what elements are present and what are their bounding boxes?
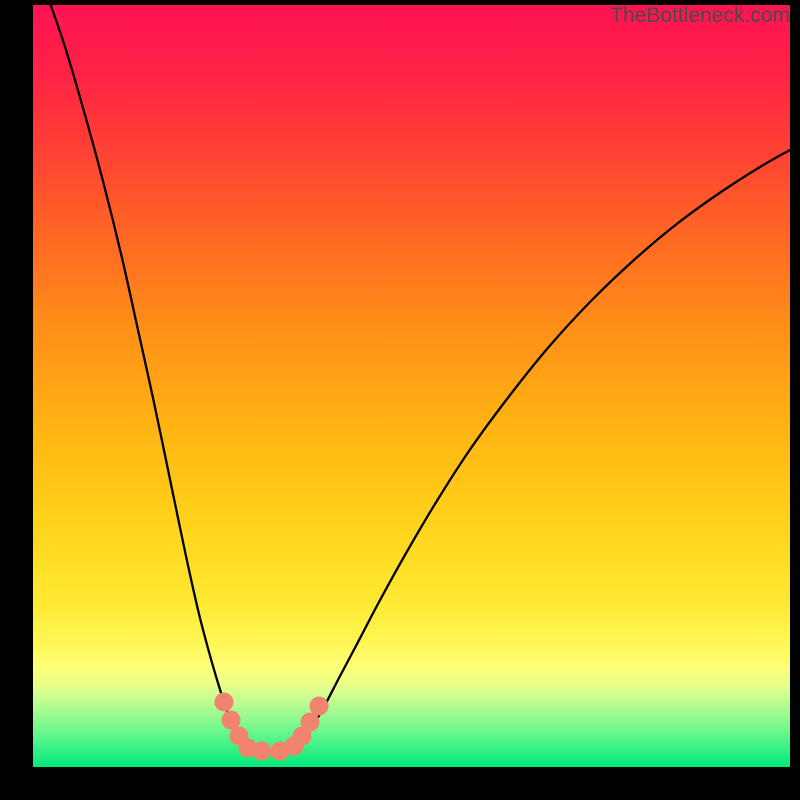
chart-svg — [0, 0, 800, 800]
figure-root: TheBottleneck.com — [0, 0, 800, 800]
data-marker — [253, 742, 272, 761]
data-marker — [301, 713, 320, 732]
data-marker — [215, 693, 234, 712]
bottleneck-curve-right — [287, 150, 790, 751]
data-marker — [310, 697, 329, 716]
watermark-text: TheBottleneck.com — [610, 4, 790, 28]
plot-area — [33, 5, 790, 767]
bottleneck-curve-left — [49, 0, 253, 751]
